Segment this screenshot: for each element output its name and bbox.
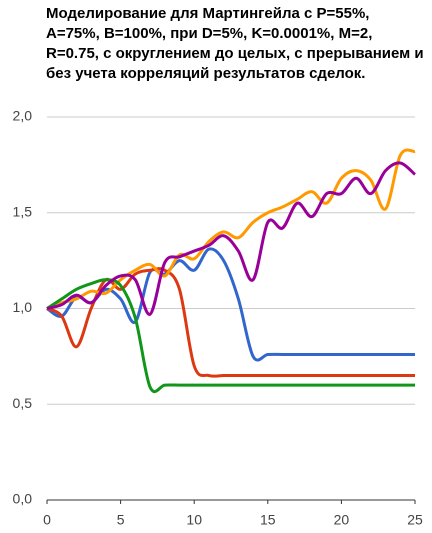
x-tick-label: 5 [117, 512, 125, 528]
y-tick-label: 0,0 [13, 491, 33, 507]
y-tick-label: 2,0 [13, 108, 33, 124]
x-tick-label: 20 [334, 512, 350, 528]
line-series [46, 161, 416, 316]
x-tick-label: 10 [186, 512, 202, 528]
line-series [46, 247, 415, 362]
line-series [46, 148, 416, 310]
x-tick-label: 15 [260, 512, 276, 528]
line-series [46, 267, 415, 378]
line-series [46, 278, 415, 393]
x-tick-label: 0 [43, 512, 51, 528]
x-tick-label: 25 [407, 512, 423, 528]
y-tick-label: 0,5 [13, 395, 33, 411]
chart-title: Моделирование для Мартингейла с P=55%, A… [46, 5, 424, 82]
y-tick-label: 1,5 [13, 203, 33, 219]
y-tick-label: 1,0 [13, 299, 33, 315]
